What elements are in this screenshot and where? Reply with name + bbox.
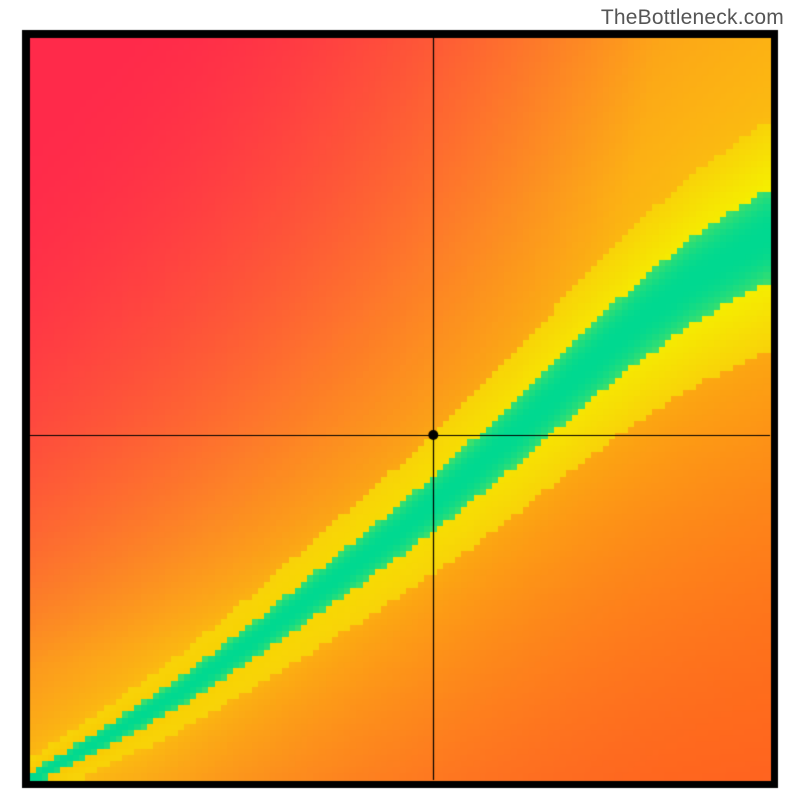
- heatmap-canvas: [0, 0, 800, 800]
- chart-container: TheBottleneck.com: [0, 0, 800, 800]
